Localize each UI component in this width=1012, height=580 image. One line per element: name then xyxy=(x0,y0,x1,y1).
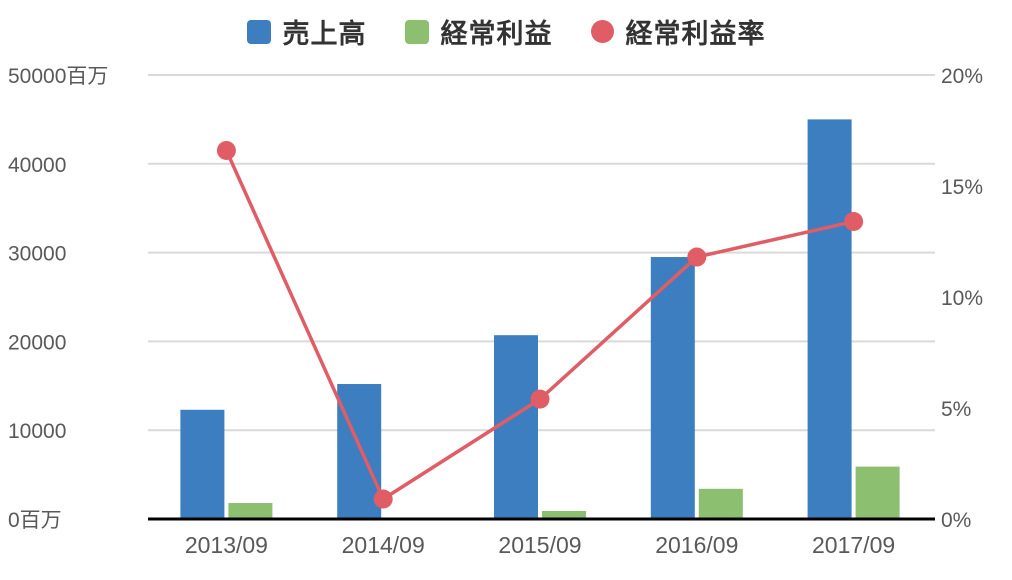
left-axis-tick-label: 10000 xyxy=(8,420,66,443)
point-経常利益率-2014/09 xyxy=(373,489,393,509)
legend-item-ordinary-profit-rate: 経常利益率 xyxy=(590,12,766,51)
bar-経常利益-2017/09 xyxy=(855,466,900,519)
line-経常利益率 xyxy=(224,149,854,502)
legend-item-sales: 売上高 xyxy=(246,12,367,51)
bar-売上高-2015/09 xyxy=(494,335,538,519)
bar-経常利益-2015/09 xyxy=(542,511,586,519)
right-axis-tick-label: 5% xyxy=(941,398,971,421)
legend-swatch-ordinary-profit-icon xyxy=(404,19,429,44)
x-axis-category-label: 2014/09 xyxy=(342,532,425,558)
right-axis-tick-label: 0% xyxy=(941,509,971,532)
left-axis-tick-label: 50000百万 xyxy=(8,65,108,88)
bar-売上高-2016/09 xyxy=(650,257,695,519)
legend-swatch-sales-icon xyxy=(246,19,271,44)
left-axis-tick-label: 40000 xyxy=(8,154,66,177)
left-axis-tick-label: 0百万 xyxy=(8,509,62,532)
x-axis-category-label: 2013/09 xyxy=(185,532,268,558)
legend-label-ordinary-profit-rate: 経常利益率 xyxy=(625,19,766,49)
bar-経常利益-2013/09 xyxy=(228,503,273,519)
point-経常利益率-2017/09 xyxy=(844,212,864,232)
point-経常利益率-2016/09 xyxy=(687,247,707,267)
point-経常利益率-2015/09 xyxy=(530,389,550,409)
right-axis-tick-label: 10% xyxy=(941,287,983,310)
chart-legend: 売上高 経常利益 経常利益率 xyxy=(0,12,1012,51)
bar-売上高-2013/09 xyxy=(180,409,225,519)
bar-売上高-2014/09 xyxy=(337,384,382,519)
legend-swatch-ordinary-profit-rate-icon xyxy=(590,20,614,43)
x-axis-category-label: 2016/09 xyxy=(655,532,738,558)
x-axis-category-label: 2017/09 xyxy=(812,532,895,558)
left-axis-tick-label: 30000 xyxy=(8,243,66,266)
point-経常利益率-2013/09 xyxy=(216,140,236,160)
right-axis-tick-label: 15% xyxy=(941,176,983,199)
left-axis-tick-label: 20000 xyxy=(8,331,66,354)
legend-label-ordinary-profit: 経常利益 xyxy=(440,19,553,49)
legend-item-ordinary-profit: 経常利益 xyxy=(404,12,553,51)
x-axis-category-label: 2015/09 xyxy=(498,532,581,558)
legend-label-sales: 売上高 xyxy=(282,19,367,49)
right-axis-tick-label: 20% xyxy=(941,65,983,88)
bar-売上高-2017/09 xyxy=(807,119,852,520)
bar-経常利益-2016/09 xyxy=(698,488,743,519)
